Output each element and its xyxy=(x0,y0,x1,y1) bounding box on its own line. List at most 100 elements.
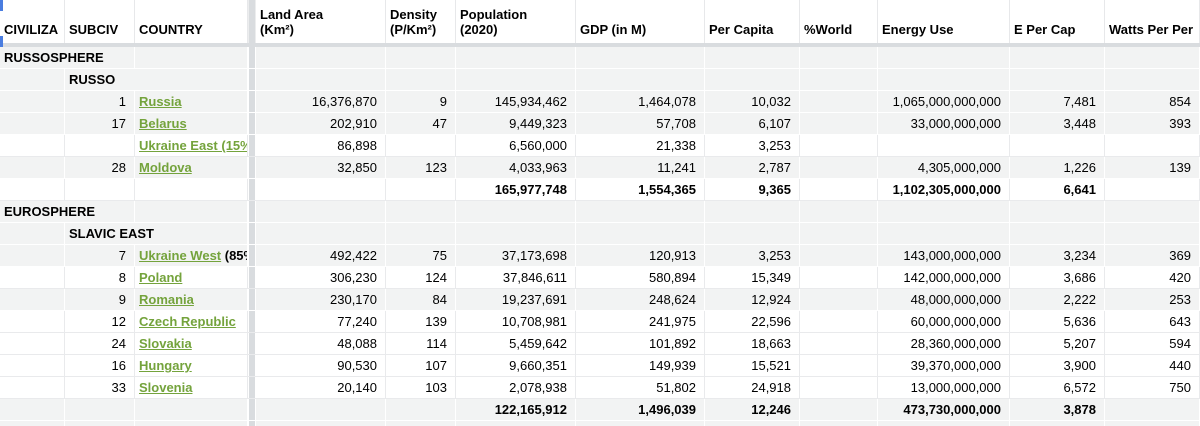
civilization-cell[interactable] xyxy=(0,245,65,266)
pct_world-cell[interactable] xyxy=(800,135,878,156)
per_capita-cell[interactable]: 15,349 xyxy=(705,267,800,288)
country-cell[interactable]: Russia xyxy=(135,91,248,112)
pct_world-cell[interactable] xyxy=(800,179,878,200)
subciv-section-label[interactable]: SLAVIC EAST xyxy=(69,226,154,241)
column-header-population[interactable]: Population (2020) xyxy=(456,0,576,43)
e_per_cap-cell[interactable] xyxy=(1010,223,1105,244)
land_area-cell[interactable]: 20,140 xyxy=(256,377,386,398)
energy_use-cell[interactable]: 28,360,000,000 xyxy=(878,333,1010,354)
e_per_cap-cell[interactable] xyxy=(1010,421,1105,426)
watts-cell[interactable]: 139 xyxy=(1105,157,1200,178)
civilization-cell[interactable] xyxy=(0,377,65,398)
density-cell[interactable]: 123 xyxy=(386,157,456,178)
population-cell[interactable]: 5,459,642 xyxy=(456,333,576,354)
density-cell[interactable] xyxy=(386,399,456,420)
density-cell[interactable] xyxy=(386,47,456,68)
land_area-cell[interactable]: 48,088 xyxy=(256,333,386,354)
civilization-cell[interactable] xyxy=(0,69,65,90)
gdp-cell[interactable]: 149,939 xyxy=(576,355,705,376)
land_area-cell[interactable] xyxy=(256,47,386,68)
column-header-civilization[interactable]: CIVILIZA xyxy=(0,0,65,43)
energy_use-cell[interactable] xyxy=(878,69,1010,90)
civilization-cell[interactable] xyxy=(0,421,65,426)
country-link[interactable]: Moldova xyxy=(139,160,192,175)
subciv-cell[interactable] xyxy=(65,421,135,426)
e_per_cap-cell[interactable]: 5,636 xyxy=(1010,311,1105,332)
energy_use-cell[interactable] xyxy=(878,421,1010,426)
density-cell[interactable]: 124 xyxy=(386,267,456,288)
column-header-land_area[interactable]: Land Area (Km²) xyxy=(256,0,386,43)
civilization-cell[interactable] xyxy=(0,399,65,420)
energy_use-cell[interactable] xyxy=(878,223,1010,244)
gdp-cell[interactable]: 1,554,365 xyxy=(576,179,705,200)
energy_use-cell[interactable] xyxy=(878,47,1010,68)
land_area-cell[interactable]: 16,376,870 xyxy=(256,91,386,112)
e_per_cap-cell[interactable]: 3,234 xyxy=(1010,245,1105,266)
country-cell[interactable]: Belarus xyxy=(135,113,248,134)
pct_world-cell[interactable] xyxy=(800,69,878,90)
watts-cell[interactable]: 643 xyxy=(1105,311,1200,332)
civilization-section-label[interactable]: RUSSOSPHERE xyxy=(4,50,104,65)
country-link[interactable]: Belarus xyxy=(139,116,187,131)
country-link[interactable]: Ukraine West xyxy=(139,248,222,263)
watts-cell[interactable] xyxy=(1105,399,1200,420)
country-link[interactable]: Poland xyxy=(139,270,183,285)
pct_world-cell[interactable] xyxy=(800,377,878,398)
land_area-cell[interactable]: 230,170 xyxy=(256,289,386,310)
civilization-cell[interactable] xyxy=(0,355,65,376)
country-cell[interactable] xyxy=(135,399,248,420)
energy_use-cell[interactable] xyxy=(878,201,1010,222)
civilization-cell[interactable] xyxy=(0,91,65,112)
per_capita-cell[interactable]: 12,246 xyxy=(705,399,800,420)
e_per_cap-cell[interactable] xyxy=(1010,135,1105,156)
watts-cell[interactable]: 440 xyxy=(1105,355,1200,376)
population-cell[interactable]: 9,660,351 xyxy=(456,355,576,376)
energy_use-cell[interactable]: 13,000,000,000 xyxy=(878,377,1010,398)
subciv-section-label[interactable]: RUSSO xyxy=(69,72,116,87)
per_capita-cell[interactable]: 24,918 xyxy=(705,377,800,398)
gdp-cell[interactable] xyxy=(576,421,705,426)
civilization-cell[interactable] xyxy=(0,179,65,200)
country-cell[interactable]: Ukraine East (15% xyxy=(135,135,248,156)
e_per_cap-cell[interactable]: 1,226 xyxy=(1010,157,1105,178)
civilization-cell[interactable] xyxy=(0,289,65,310)
per_capita-cell[interactable] xyxy=(705,69,800,90)
population-cell[interactable] xyxy=(456,69,576,90)
gdp-cell[interactable]: 241,975 xyxy=(576,311,705,332)
per_capita-cell[interactable]: 9,365 xyxy=(705,179,800,200)
population-cell[interactable]: 122,165,912 xyxy=(456,399,576,420)
population-cell[interactable]: 10,708,981 xyxy=(456,311,576,332)
per_capita-cell[interactable]: 18,663 xyxy=(705,333,800,354)
country-cell[interactable]: Slovakia xyxy=(135,333,248,354)
column-header-per_capita[interactable]: Per Capita xyxy=(705,0,800,43)
column-header-energy_use[interactable]: Energy Use xyxy=(878,0,1010,43)
watts-cell[interactable] xyxy=(1105,47,1200,68)
land_area-cell[interactable] xyxy=(256,69,386,90)
country-link[interactable]: Ukraine East (15% xyxy=(139,138,248,153)
country-link[interactable]: Slovenia xyxy=(139,380,193,395)
country-cell[interactable] xyxy=(135,47,248,68)
pct_world-cell[interactable] xyxy=(800,289,878,310)
watts-cell[interactable] xyxy=(1105,421,1200,426)
land_area-cell[interactable]: 492,422 xyxy=(256,245,386,266)
energy_use-cell[interactable]: 33,000,000,000 xyxy=(878,113,1010,134)
frozen-column-divider[interactable] xyxy=(248,0,256,43)
land_area-cell[interactable] xyxy=(256,399,386,420)
e_per_cap-cell[interactable] xyxy=(1010,69,1105,90)
energy_use-cell[interactable] xyxy=(878,135,1010,156)
land_area-cell[interactable]: 90,530 xyxy=(256,355,386,376)
country-cell[interactable] xyxy=(135,179,248,200)
population-cell[interactable]: 165,977,748 xyxy=(456,179,576,200)
per_capita-cell[interactable]: 6,107 xyxy=(705,113,800,134)
land_area-cell[interactable] xyxy=(256,223,386,244)
watts-cell[interactable]: 420 xyxy=(1105,267,1200,288)
column-header-gdp[interactable]: GDP (in M) xyxy=(576,0,705,43)
density-cell[interactable]: 9 xyxy=(386,91,456,112)
pct_world-cell[interactable] xyxy=(800,47,878,68)
per_capita-cell[interactable] xyxy=(705,47,800,68)
energy_use-cell[interactable]: 142,000,000,000 xyxy=(878,267,1010,288)
land_area-cell[interactable]: 86,898 xyxy=(256,135,386,156)
population-cell[interactable] xyxy=(456,47,576,68)
column-header-density[interactable]: Density (P/Km²) xyxy=(386,0,456,43)
population-cell[interactable] xyxy=(456,201,576,222)
